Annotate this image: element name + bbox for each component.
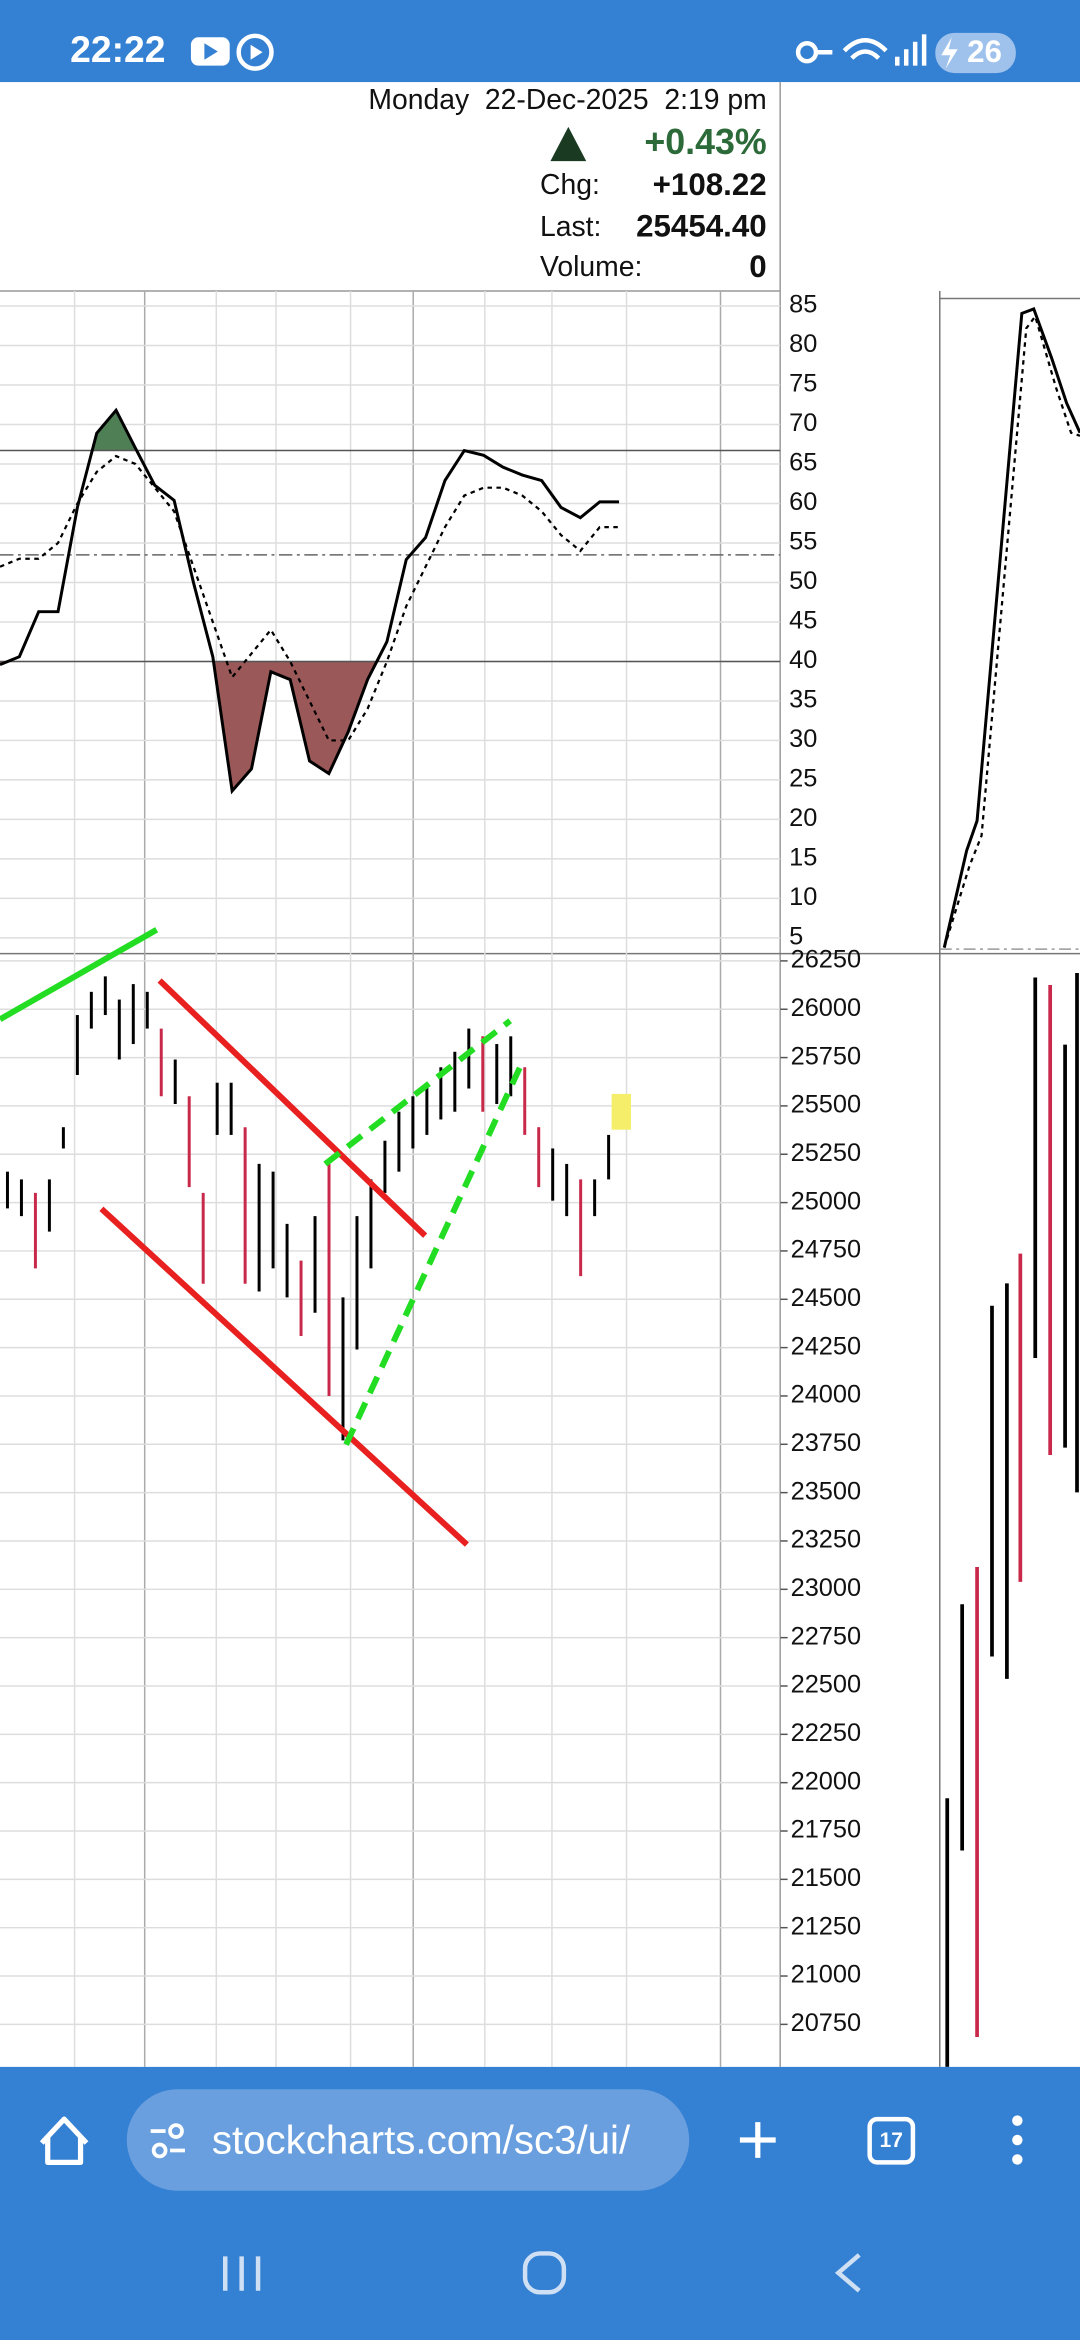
y-tick-label: 80 (789, 330, 817, 358)
y-tick-label: 25 (789, 765, 817, 793)
indicator-line (0, 407, 620, 795)
trendlines (0, 927, 525, 1547)
y-tick-label: 23500 (791, 1477, 862, 1505)
overbought-fill (0, 410, 620, 451)
last-value: 25454.40 (636, 209, 767, 244)
y-tick-label: 22250 (791, 1719, 862, 1747)
price-panel: 26250 26000 25750 25500 25250 25000 24750 24500… (5, 946, 862, 2037)
y-tick-label: 75 (789, 370, 817, 398)
second-chart (939, 291, 1080, 2067)
y-tick-label: 21750 (791, 1816, 862, 1844)
y-tick-label: 70 (789, 409, 817, 437)
y-tick-label: 22750 (791, 1622, 862, 1650)
y-tick-label: 23750 (791, 1429, 862, 1457)
y-tick-label: 20750 (791, 2009, 862, 2037)
y-tick-label: 55 (789, 528, 817, 556)
y-tick-label: 50 (789, 567, 817, 595)
y-tick-label: 35 (789, 686, 817, 714)
y-tick-label: 24000 (791, 1381, 862, 1409)
back-button[interactable] (834, 2253, 861, 2293)
up-arrow (550, 126, 587, 162)
last-label: Last: (540, 211, 601, 243)
y-tick-label: 24500 (791, 1284, 862, 1312)
volume-label: Volume: (540, 251, 642, 283)
y-tick-label: 23000 (791, 1574, 862, 1602)
oversold-fill (0, 661, 620, 791)
battery (935, 32, 1016, 74)
y-tick-label: 20 (789, 804, 817, 832)
chg-value: +108.22 (653, 167, 767, 202)
media-icon (236, 33, 274, 71)
last-price-marker (611, 1093, 631, 1130)
y-tick-label: 24750 (791, 1236, 862, 1264)
tabs-button[interactable] (867, 2116, 916, 2165)
indicator-panel: 85 80 75 70 65 60 55 50 45 40 35 30 25 20 15 10 5 (0, 291, 817, 951)
y-tick-label: 25750 (791, 1042, 862, 1070)
recents-button[interactable] (223, 2256, 261, 2291)
y-tick-label: 10 (789, 883, 817, 911)
youtube-play (204, 43, 218, 60)
y-tick-label: 26000 (791, 994, 862, 1022)
chg-label: Chg: (540, 169, 600, 201)
quote-date: Monday 22-Dec-2025 2:19 pm (368, 84, 766, 116)
menu-button[interactable] (1012, 2115, 1023, 2165)
y-tick-label: 5 (789, 923, 803, 951)
y-tick-label: 24250 (791, 1332, 862, 1360)
url[interactable]: stockcharts.com/sc3/ui/ (212, 2118, 631, 2163)
status-icons (795, 34, 927, 66)
y-tick-label: 25250 (791, 1139, 862, 1167)
status-bar (0, 0, 1080, 83)
signal-line (0, 454, 620, 742)
y-tick-label: 25000 (791, 1187, 862, 1215)
y-tick-label: 21250 (791, 1912, 862, 1940)
home-nav-button[interactable] (522, 2251, 567, 2295)
new-tab-button[interactable] (739, 2122, 776, 2158)
y-tick-label: 40 (789, 646, 817, 674)
y-tick-label: 30 (789, 725, 817, 753)
volume-value: 0 (749, 249, 766, 284)
battery-level: 26 (967, 34, 1002, 69)
url-bar[interactable] (126, 2089, 690, 2191)
y-tick-label: 22000 (791, 1767, 862, 1795)
home-button[interactable] (39, 2116, 89, 2166)
charging-icon (941, 37, 958, 69)
change-percent: +0.43% (644, 122, 766, 162)
y-tick-label: 15 (789, 844, 817, 872)
y-tick-label: 22500 (791, 1671, 862, 1699)
y-tick-label: 60 (789, 488, 817, 516)
y-tick-label: 26250 (791, 946, 862, 974)
y-tick-label: 45 (789, 607, 817, 635)
y-tick-label: 21500 (791, 1864, 862, 1892)
nav-bar (223, 2251, 861, 2295)
clock: 22:22 (70, 28, 165, 70)
site-settings-icon[interactable] (150, 2123, 185, 2159)
y-tick-label: 23250 (791, 1526, 862, 1554)
y-tick-label: 21000 (791, 1961, 862, 1989)
y-tick-label: 85 (789, 291, 817, 319)
tab-count[interactable]: 17 (880, 2129, 903, 2152)
media-play (250, 44, 263, 60)
y-tick-label: 25500 (791, 1091, 862, 1119)
y-tick-label: 65 (789, 449, 817, 477)
